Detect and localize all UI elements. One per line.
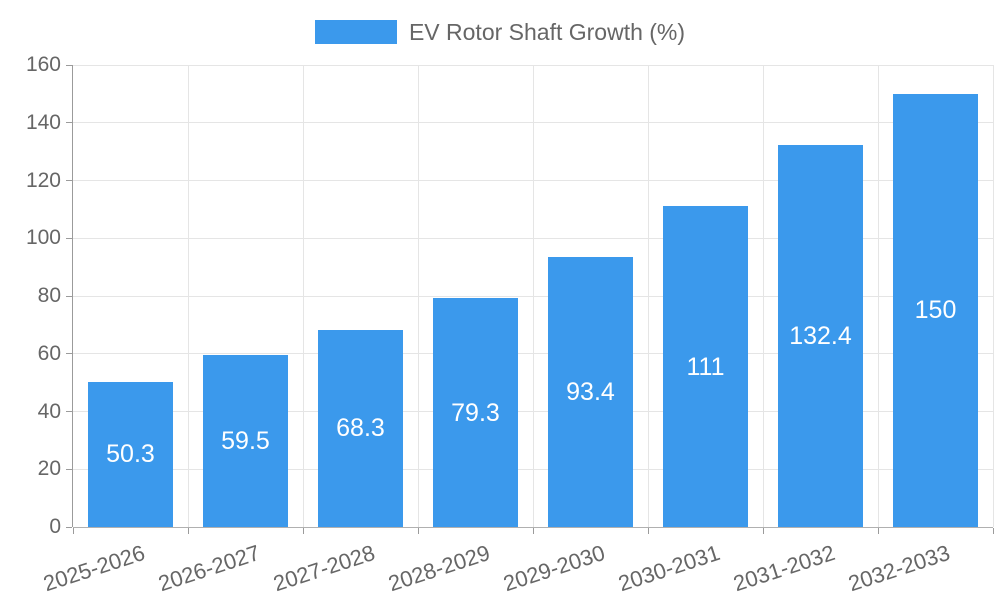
gridline-vertical — [762, 65, 764, 527]
bar-value-label: 59.5 — [221, 427, 270, 456]
y-axis-label: 40 — [37, 399, 61, 423]
gridline-vertical — [877, 65, 879, 527]
y-axis-label: 140 — [25, 110, 61, 134]
bar[interactable] — [548, 257, 633, 527]
y-axis-tick — [66, 180, 72, 181]
bar-value-label: 50.3 — [106, 440, 155, 469]
gridline-vertical — [302, 65, 304, 527]
x-axis-label: 2027-2028 — [270, 540, 379, 597]
y-axis-tick — [66, 353, 72, 355]
y-axis-tick — [66, 468, 72, 470]
bar-value-label: 132.4 — [789, 321, 852, 350]
y-axis-tick — [66, 295, 72, 297]
y-axis-tick — [66, 237, 72, 239]
y-axis-label: 100 — [25, 226, 61, 250]
bar[interactable] — [433, 298, 518, 527]
x-axis-label: 2030-2031 — [615, 540, 724, 597]
x-axis-label: 2032-2033 — [845, 540, 954, 597]
y-axis-label: 60 — [37, 341, 61, 365]
bar[interactable] — [778, 144, 863, 527]
y-axis-tick — [66, 122, 72, 124]
x-axis-label: 2029-2030 — [500, 540, 609, 597]
gridline-vertical — [187, 65, 189, 527]
y-axis-label: 120 — [25, 168, 61, 192]
y-axis-tick — [66, 64, 72, 66]
y-axis-label: 80 — [37, 284, 61, 307]
x-axis-line — [73, 527, 993, 528]
x-axis-label: 2031-2032 — [730, 540, 839, 597]
x-axis-tick — [302, 528, 304, 534]
x-axis-label: 2025-2026 — [40, 540, 149, 597]
y-axis-line — [72, 65, 73, 527]
bar-value-label: 79.3 — [451, 398, 500, 427]
gridline-vertical — [647, 65, 649, 527]
bar[interactable] — [88, 381, 173, 527]
x-axis-tick — [647, 528, 649, 534]
gridline-vertical — [992, 65, 994, 527]
x-axis-tick — [187, 528, 189, 534]
x-axis-tick — [877, 528, 879, 534]
bar-value-label: 93.4 — [566, 378, 615, 407]
y-axis-label: 20 — [37, 457, 61, 481]
x-axis-tick — [417, 528, 419, 534]
x-axis-label: 2028-2029 — [385, 540, 494, 597]
bar-value-label: 111 — [686, 352, 725, 381]
legend[interactable]: EV Rotor Shaft Growth (%) — [0, 14, 1000, 50]
x-axis-tick — [992, 528, 994, 534]
bar[interactable] — [203, 355, 288, 527]
legend-swatch-icon — [314, 20, 397, 44]
bar[interactable] — [893, 93, 978, 527]
legend-label: EV Rotor Shaft Growth (%) — [408, 18, 686, 45]
y-axis-label: 160 — [25, 53, 61, 76]
x-axis-tick — [72, 528, 74, 534]
gridline-vertical — [417, 65, 419, 527]
y-axis-tick — [66, 411, 72, 412]
y-axis-label: 0 — [49, 515, 61, 538]
bar-value-label: 150 — [914, 296, 957, 325]
x-axis-tick — [762, 528, 764, 534]
x-axis-tick — [532, 528, 534, 534]
x-axis-label: 2026-2027 — [155, 540, 264, 597]
bar[interactable] — [318, 329, 403, 527]
bar-value-label: 68.3 — [336, 414, 385, 443]
bar[interactable] — [663, 206, 748, 527]
gridline-vertical — [532, 65, 534, 527]
y-axis-tick — [66, 526, 72, 528]
